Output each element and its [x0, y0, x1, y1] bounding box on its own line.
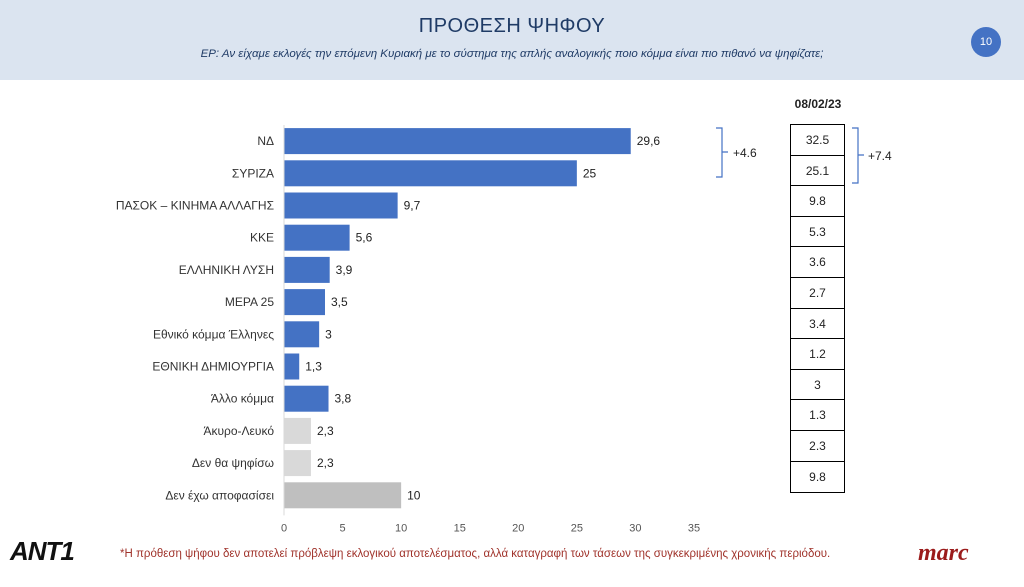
- comparison-cell: 5.3: [791, 217, 844, 248]
- value-label: 5,6: [356, 231, 373, 245]
- value-label: 2,3: [317, 424, 334, 438]
- category-label: Άκυρο-Λευκό: [203, 424, 274, 438]
- comparison-cell: 3.6: [791, 247, 844, 278]
- comparison-cell: 1.3: [791, 400, 844, 431]
- page-number-badge: 10: [971, 27, 1001, 57]
- category-label: ΕΘΝΙΚΗ ΔΗΜΙΟΥΡΓΙΑ: [152, 360, 274, 374]
- x-tick-label: 25: [571, 522, 583, 534]
- bar: [284, 289, 325, 316]
- bar: [284, 160, 577, 187]
- x-tick-label: 20: [512, 522, 524, 534]
- value-label: 29,6: [637, 134, 661, 148]
- chart-title: ΠΡΟΘΕΣΗ ΨΗΦΟΥ: [418, 15, 606, 37]
- x-tick-label: 35: [688, 522, 700, 534]
- comparison-date: 08/02/23: [794, 97, 842, 111]
- value-label: 3,9: [336, 263, 353, 277]
- bar: [284, 353, 300, 380]
- bar: [284, 450, 311, 477]
- value-label: 1,3: [305, 360, 322, 374]
- category-label: ΕΛΛΗΝΙΚΗ ΛΥΣΗ: [179, 263, 274, 277]
- comparison-cell: 3.4: [791, 309, 844, 340]
- bar: [284, 128, 631, 155]
- comparison-cell: 9.8: [791, 186, 844, 217]
- value-label: 3,5: [331, 295, 348, 309]
- category-label: ΜΕΡΑ 25: [225, 295, 274, 309]
- bar: [284, 192, 398, 219]
- comparison-cell: 9.8: [809, 469, 826, 484]
- bar: [284, 321, 320, 348]
- bar: [284, 385, 329, 412]
- category-label: Δεν έχω αποφασίσει: [165, 488, 274, 502]
- value-label: 9,7: [404, 199, 421, 213]
- comparison-table: 32.5 25.1 9.8 5.3 3.6 2.7 3.4 1.2 3 1.3 2.3 9.8: [790, 124, 845, 494]
- x-tick-label: 0: [281, 522, 287, 534]
- bar: [284, 482, 402, 509]
- category-label: ΠΑΣΟΚ – ΚΙΝΗΜΑ ΑΛΛΑΓΗΣ: [116, 199, 274, 213]
- value-label: 3,8: [335, 392, 352, 406]
- comparison-cell: 2.7: [791, 278, 844, 309]
- header-band: [0, 0, 1024, 80]
- bar: [284, 224, 350, 251]
- x-tick-label: 15: [454, 522, 466, 534]
- x-tick-label: 30: [629, 522, 641, 534]
- category-label: Άλλο κόμμα: [211, 392, 274, 406]
- category-label: ΚΚΕ: [250, 231, 274, 245]
- value-label: 3: [325, 327, 332, 341]
- comparison-cell: 2.3: [791, 431, 844, 462]
- category-label: ΣΥΡΙΖΑ: [232, 166, 274, 180]
- value-label: 25: [583, 166, 597, 180]
- comparison-cell: 1.2: [791, 339, 844, 370]
- footnote: *Η πρόθεση ψήφου δεν αποτελεί πρόβλεψη ε…: [120, 548, 831, 560]
- bar: [284, 256, 330, 283]
- value-label: 10: [407, 488, 421, 502]
- category-label: ΝΔ: [257, 134, 274, 148]
- nd-syriza-diff-label: +4.6: [733, 146, 757, 160]
- comparison-cell: 25.1: [791, 156, 844, 187]
- category-label: Εθνικό κόμμα Έλληνες: [153, 327, 274, 341]
- bar: [284, 417, 311, 444]
- nd-syriza-bracket: [716, 127, 728, 178]
- survey-question: ΕΡ: Αν είχαμε εκλογές την επόμενη Κυριακ…: [200, 48, 824, 60]
- x-tick-label: 10: [395, 522, 407, 534]
- comparison-cell: 3: [791, 370, 844, 401]
- ant1-logo: ANT1: [10, 536, 75, 566]
- category-label: Δεν θα ψηφίσω: [192, 456, 274, 470]
- value-label: 2,3: [317, 456, 334, 470]
- x-tick-label: 5: [340, 522, 346, 534]
- comparison-cell: 32.5: [791, 125, 844, 156]
- marc-logo: marc: [918, 540, 969, 566]
